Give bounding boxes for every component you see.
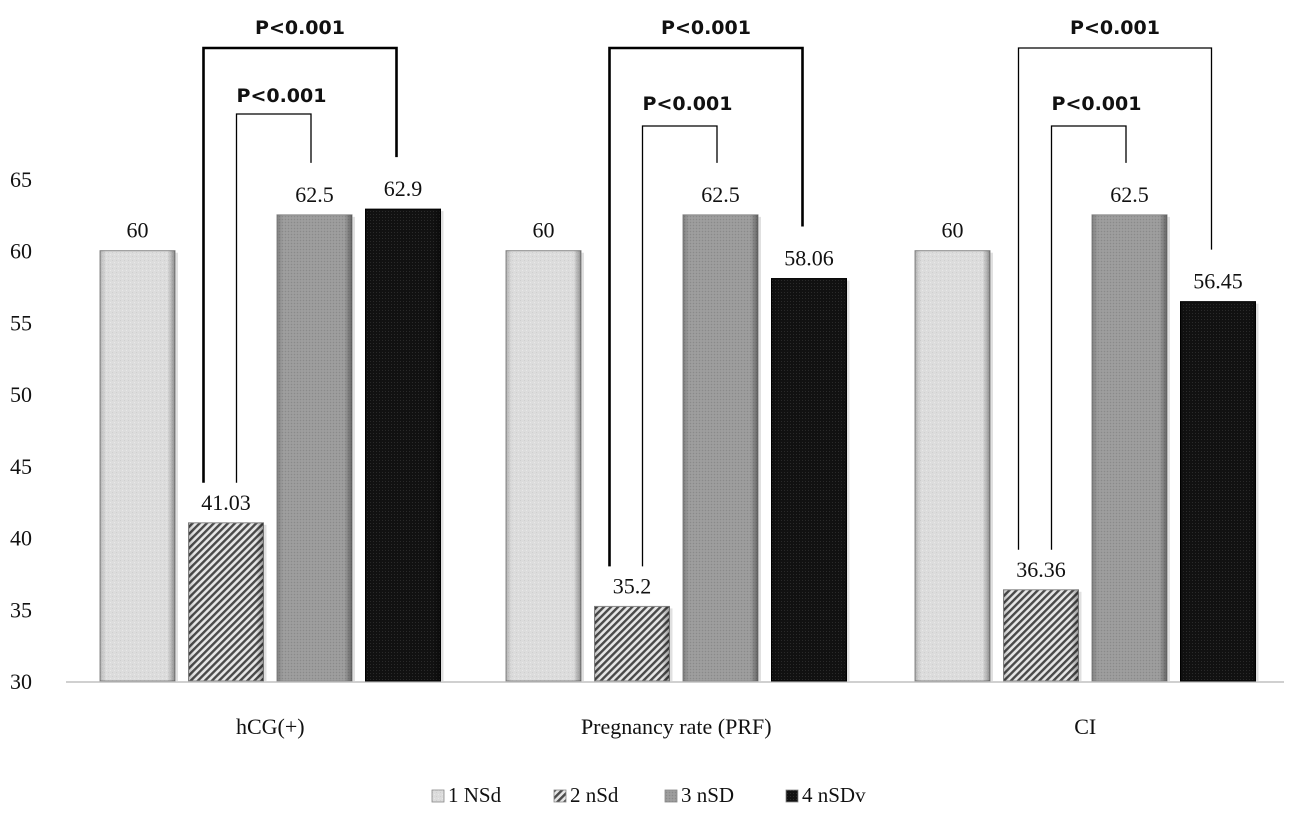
significance-bracket bbox=[608, 46, 804, 567]
bar-bevel bbox=[188, 522, 264, 681]
x-category-label: Pregnancy rate (PRF) bbox=[581, 714, 772, 739]
y-tick-label: 40 bbox=[10, 526, 32, 551]
p-value-label: P<0.001 bbox=[1070, 17, 1160, 39]
legend-swatch bbox=[431, 789, 445, 803]
bar-bevel bbox=[365, 209, 441, 681]
significance-bracket bbox=[235, 113, 312, 483]
data-label: 36.36 bbox=[1016, 557, 1066, 582]
bar-bevel bbox=[1180, 301, 1256, 681]
data-label: 62.5 bbox=[701, 182, 740, 207]
x-category-label: CI bbox=[1074, 714, 1096, 739]
x-category-label: hCG(+) bbox=[236, 714, 305, 739]
bar-bevel bbox=[506, 250, 581, 681]
p-value-label: P<0.001 bbox=[643, 93, 733, 115]
data-label: 62.5 bbox=[295, 182, 334, 207]
p-value-label: P<0.001 bbox=[1052, 93, 1142, 115]
legend-item: 2 nSd bbox=[553, 783, 619, 807]
bar-bevel bbox=[277, 214, 352, 681]
data-label: 35.2 bbox=[613, 573, 652, 598]
data-label: 60 bbox=[533, 218, 555, 243]
y-tick-label: 60 bbox=[10, 239, 32, 264]
data-label: 60 bbox=[942, 218, 964, 243]
significance-bracket bbox=[1050, 125, 1127, 550]
data-label: 41.03 bbox=[201, 490, 251, 515]
significance-bracket bbox=[202, 46, 398, 483]
data-label: 60 bbox=[127, 218, 149, 243]
legend-label: 2 nSd bbox=[570, 783, 619, 807]
legend-swatch bbox=[553, 789, 567, 803]
bar-bevel bbox=[594, 606, 670, 681]
legend-item: 4 nSDv bbox=[785, 783, 866, 807]
bar-bevel bbox=[100, 250, 175, 681]
bar-bevel bbox=[1092, 214, 1167, 681]
data-label: 62.9 bbox=[384, 176, 423, 201]
significance-bracket bbox=[641, 125, 718, 567]
legend-item: 1 NSd bbox=[431, 783, 502, 807]
bar-bevel bbox=[1003, 589, 1079, 681]
bar-bevel bbox=[683, 214, 758, 681]
p-value-label: P<0.001 bbox=[255, 17, 345, 39]
data-label: 58.06 bbox=[784, 246, 834, 271]
y-tick-label: 50 bbox=[10, 382, 32, 407]
y-tick-label: 65 bbox=[10, 167, 32, 192]
p-value-label: P<0.001 bbox=[237, 85, 327, 107]
data-label: 62.5 bbox=[1110, 182, 1149, 207]
legend-item: 3 nSD bbox=[664, 783, 734, 807]
y-tick-label: 45 bbox=[10, 454, 32, 479]
data-label: 56.45 bbox=[1193, 269, 1243, 294]
y-tick-label: 30 bbox=[10, 669, 32, 694]
bar-bevel bbox=[771, 278, 847, 681]
legend-swatch bbox=[664, 789, 678, 803]
legend-label: 1 NSd bbox=[448, 783, 502, 807]
legend-label: 3 nSD bbox=[681, 783, 734, 807]
p-value-label: P<0.001 bbox=[661, 17, 751, 39]
bar-bevel bbox=[915, 250, 990, 681]
significance-bracket bbox=[1017, 47, 1213, 550]
legend-label: 4 nSDv bbox=[802, 783, 866, 807]
y-tick-label: 35 bbox=[10, 597, 32, 622]
y-tick-label: 55 bbox=[10, 310, 32, 335]
legend-swatch bbox=[785, 789, 799, 803]
